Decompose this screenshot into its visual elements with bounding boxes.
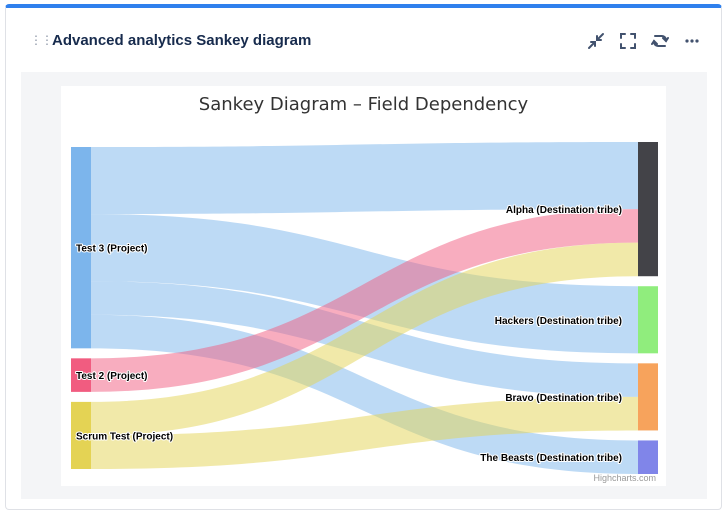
sankey-chart: Test 3 (Project) Test 2 (Project) Scrum Te…	[61, 86, 666, 486]
drag-handle-icon[interactable]: ⋮⋮	[30, 33, 53, 47]
sankey-link-test2-alpha[interactable]	[91, 209, 638, 392]
fullscreen-button[interactable]	[617, 30, 639, 52]
sankey-label-hackers: Hackers (Destination tribe)	[495, 316, 622, 327]
widget-actions	[585, 30, 703, 52]
sankey-node-scrum[interactable]	[71, 401, 91, 469]
sankey-node-test2[interactable]	[71, 358, 91, 392]
more-icon	[685, 39, 699, 43]
sankey-label-scrum: Scrum Test (Project)	[76, 431, 173, 442]
collapse-icon	[588, 33, 604, 49]
sankey-node-bravo[interactable]	[638, 363, 658, 431]
sankey-svg: Test 3 (Project) Test 2 (Project) Scrum Te…	[71, 142, 658, 474]
more-button[interactable]	[681, 30, 703, 52]
sankey-label-bravo: Bravo (Destination tribe)	[505, 393, 622, 404]
widget-body: Test 3 (Project) Test 2 (Project) Scrum Te…	[21, 72, 707, 499]
widget-title: Advanced analytics Sankey diagram	[52, 32, 312, 49]
sankey-link-scrum-alpha[interactable]	[91, 242, 638, 436]
chart-title: Sankey Diagram – Field Dependency	[198, 94, 529, 115]
sankey-node-hackers[interactable]	[638, 286, 658, 354]
fullscreen-icon	[620, 33, 636, 49]
sankey-label-test2: Test 2 (Project)	[76, 371, 148, 382]
sankey-node-beasts[interactable]	[638, 440, 658, 474]
sankey-link-test3-alpha[interactable]	[91, 142, 638, 215]
sankey-label-beasts: The Beasts (Destination tribe)	[480, 453, 622, 464]
sankey-label-alpha: Alpha (Destination tribe)	[506, 205, 622, 216]
collapse-button[interactable]	[585, 30, 607, 52]
sankey-link-scrum-bravo[interactable]	[91, 396, 638, 469]
chart-credits[interactable]: Highcharts.com	[593, 473, 656, 483]
sankey-node-alpha[interactable]	[638, 142, 658, 277]
refresh-icon	[651, 35, 669, 47]
widget-header: ⋮⋮ Advanced analytics Sankey diagram	[6, 8, 721, 68]
refresh-button[interactable]	[649, 30, 671, 52]
widget-card: ⋮⋮ Advanced analytics Sankey diagram	[5, 4, 722, 510]
sankey-node-test3[interactable]	[71, 147, 91, 349]
sankey-label-test3: Test 3 (Project)	[76, 244, 148, 255]
